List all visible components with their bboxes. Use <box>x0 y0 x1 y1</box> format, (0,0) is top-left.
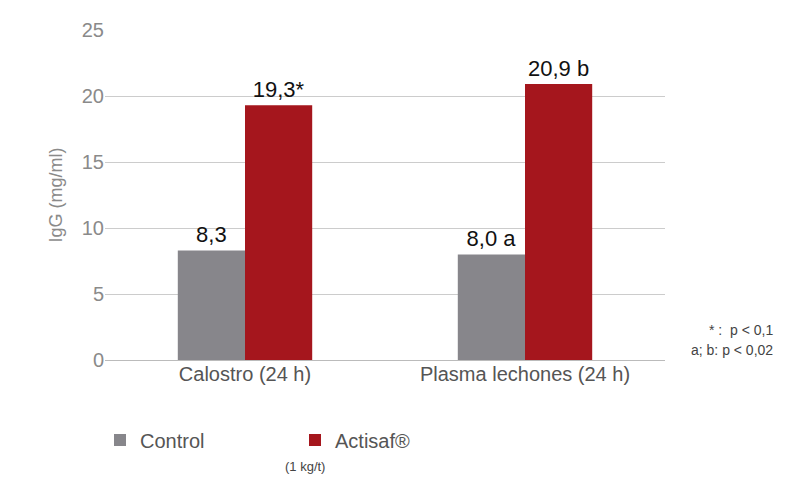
svg-text:8,3: 8,3 <box>196 222 227 247</box>
svg-text:20: 20 <box>82 85 104 107</box>
svg-text:5: 5 <box>93 283 104 305</box>
svg-text:20,9 b: 20,9 b <box>528 56 589 81</box>
svg-text:(1 kg/t): (1 kg/t) <box>285 459 325 474</box>
svg-text:10: 10 <box>82 217 104 239</box>
svg-text:19,3*: 19,3* <box>253 77 305 102</box>
svg-text:IgG (mg/ml): IgG (mg/ml) <box>46 147 66 242</box>
svg-text:8,0 a: 8,0 a <box>467 226 517 251</box>
svg-text:Control: Control <box>140 430 204 452</box>
svg-text:Actisaf®: Actisaf® <box>335 430 410 452</box>
svg-text:a; b: p < 0,02: a; b: p < 0,02 <box>691 342 773 358</box>
svg-text:Calostro (24 h): Calostro (24 h) <box>179 363 311 385</box>
svg-text:15: 15 <box>82 151 104 173</box>
svg-text:25: 25 <box>82 19 104 41</box>
svg-text:0: 0 <box>93 349 104 371</box>
svg-text:Plasma lechones (24 h): Plasma lechones (24 h) <box>420 363 630 385</box>
svg-text:* : p < 0,1: * : p < 0,1 <box>709 322 773 338</box>
